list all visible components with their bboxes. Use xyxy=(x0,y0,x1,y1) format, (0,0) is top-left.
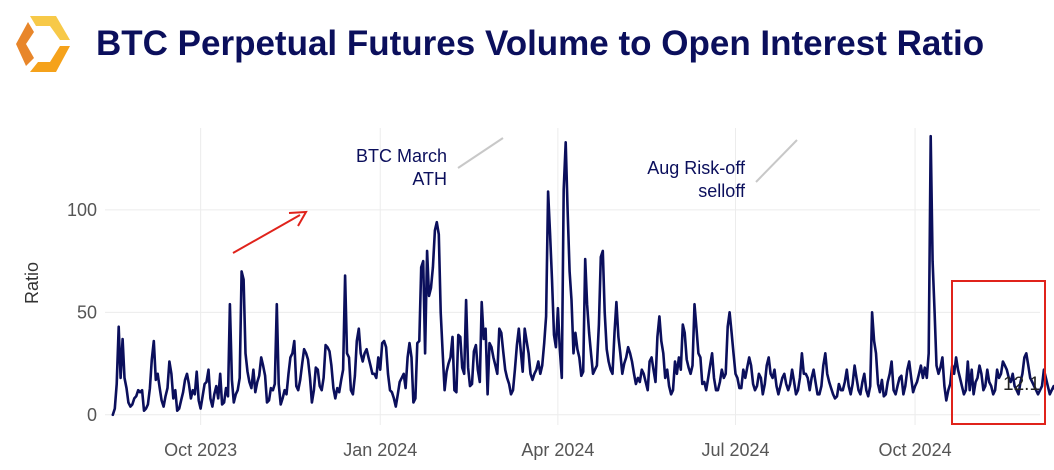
hexagon-logo-icon xyxy=(16,16,70,72)
annotation-aug-selloff-line1: Aug Risk-off xyxy=(647,158,746,178)
y-axis-label: Ratio xyxy=(22,262,42,304)
ratio-series-line xyxy=(111,134,1054,417)
y-tick-label: 100 xyxy=(67,200,97,220)
x-tick-label: Oct 2024 xyxy=(879,440,952,460)
annotation-march-ath-line2: ATH xyxy=(412,169,447,189)
x-tick-label: Jul 2024 xyxy=(701,440,769,460)
y-tick-label: 50 xyxy=(77,302,97,322)
x-tick-label: Oct 2023 xyxy=(164,440,237,460)
y-tick-label: 0 xyxy=(87,405,97,425)
x-tick-label: Jan 2024 xyxy=(343,440,417,460)
annotation-march-ath-line1: BTC March xyxy=(356,146,447,166)
annotation-march-ath: BTC March ATH xyxy=(356,137,504,189)
annotation-leader-line xyxy=(457,137,504,169)
annotation-aug-selloff-line2: selloff xyxy=(698,181,746,201)
annotation-leader-line xyxy=(755,139,798,183)
trend-arrow-head xyxy=(288,210,308,227)
annotation-aug-selloff: Aug Risk-off selloff xyxy=(647,139,798,201)
highlight-box xyxy=(951,280,1046,425)
x-tick-label: Apr 2024 xyxy=(521,440,594,460)
x-axis: Oct 2023 Jan 2024 Apr 2024 Jul 2024 Oct 2024 xyxy=(164,440,951,460)
y-axis: 0 50 100 xyxy=(67,200,97,425)
trend-arrow-shaft xyxy=(232,214,301,254)
end-value-label: 12.1 xyxy=(1003,374,1040,395)
chart-gridlines xyxy=(105,128,1040,425)
page-title: BTC Perpetual Futures Volume to Open Int… xyxy=(96,24,985,63)
trend-arrow xyxy=(232,210,308,254)
